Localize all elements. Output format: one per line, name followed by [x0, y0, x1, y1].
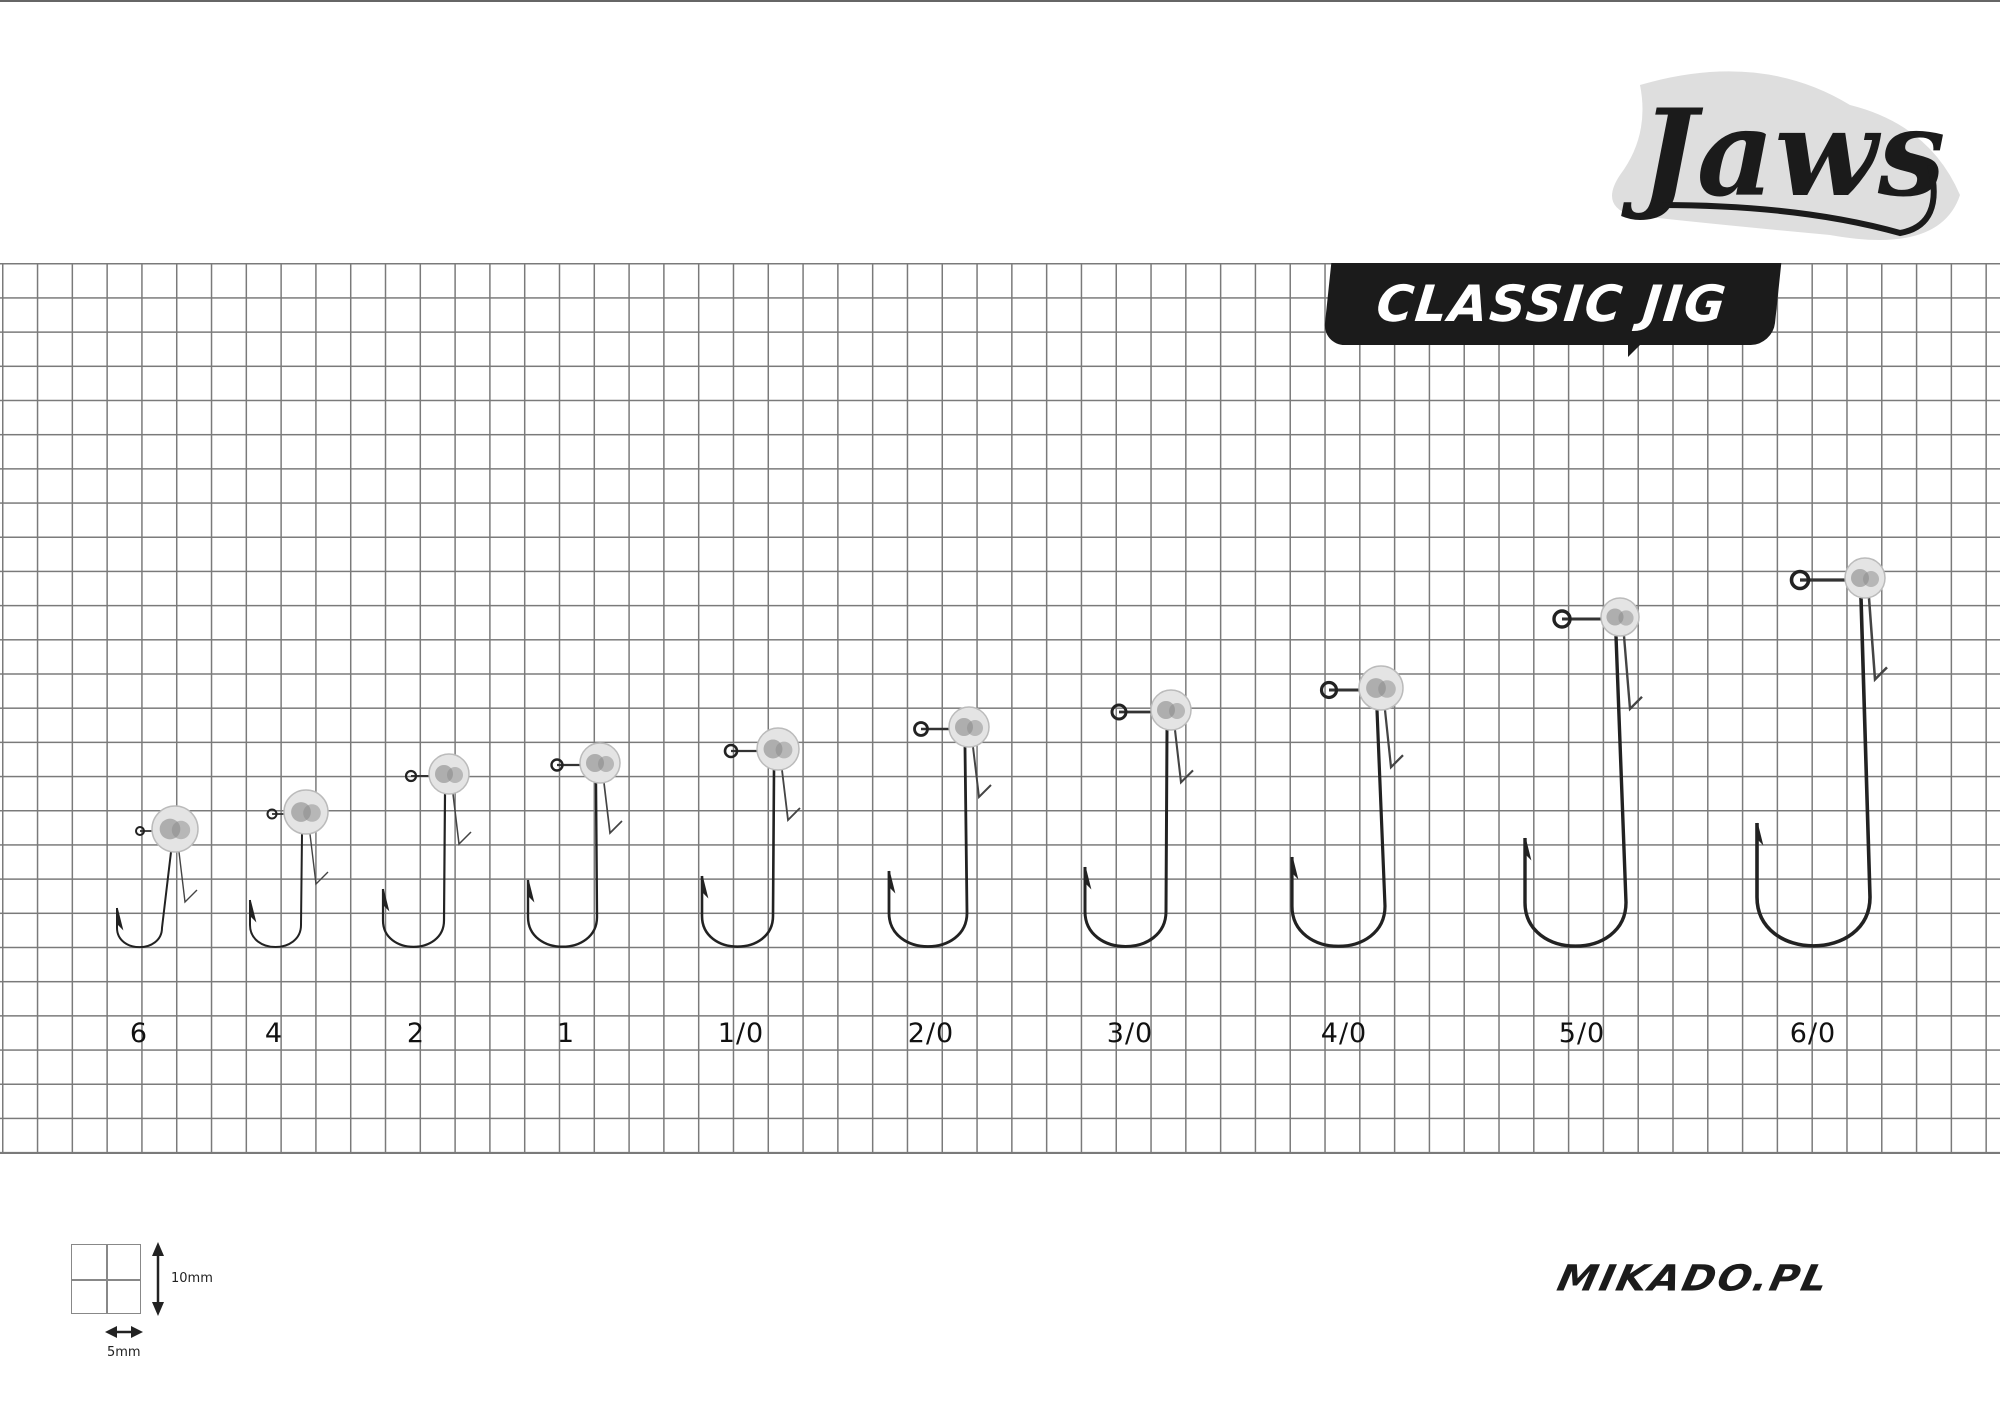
hook-eye [723, 743, 739, 759]
bait-keeper [1173, 729, 1194, 785]
scale-vertical-label: 10mm [171, 1271, 213, 1286]
hook-barb [249, 899, 257, 923]
hook-eye [1319, 680, 1339, 700]
horizontal-arrow-icon [105, 1326, 143, 1338]
jig-head-marking [303, 804, 321, 822]
hook-body [381, 793, 447, 948]
hook-body [1290, 709, 1387, 948]
hook-barb [116, 907, 124, 931]
hook-body [887, 746, 969, 948]
bait-keeper [1867, 597, 1888, 683]
hook-body [116, 851, 172, 949]
hook-barb [1524, 837, 1532, 861]
size-label: 1 [556, 1018, 576, 1049]
size-label: 6 [129, 1018, 149, 1049]
bait-keeper [1383, 709, 1404, 770]
jig-head-marking [1169, 703, 1185, 719]
bait-keeper [1622, 635, 1643, 712]
jig-head-marking [967, 720, 983, 736]
hook-eye [266, 808, 278, 820]
jig-head-marking [171, 820, 191, 840]
jig-head-marking [1618, 610, 1634, 626]
bait-keeper [452, 793, 472, 846]
hook-barb [382, 888, 390, 912]
hook-body [700, 769, 776, 948]
hook-eye [1789, 569, 1811, 591]
hook-body [249, 833, 303, 948]
size-label: 2 [406, 1018, 426, 1049]
hook-barb [1084, 866, 1092, 890]
hook-barb [1291, 856, 1299, 880]
scale-legend-square [71, 1244, 141, 1314]
bait-keeper [178, 851, 198, 904]
badge-tail [1628, 343, 1642, 357]
size-label: 1/0 [717, 1018, 765, 1049]
hook-body [1083, 729, 1169, 948]
bait-keeper [309, 833, 329, 886]
top-border [0, 0, 2000, 2]
measurement-grid [0, 263, 2000, 1154]
jig-head-marking [1863, 571, 1879, 587]
jig-head-marking [775, 741, 793, 759]
bait-keeper [603, 782, 623, 835]
scale-horizontal-label: 5mm [107, 1345, 141, 1360]
size-label: 6/0 [1789, 1018, 1837, 1049]
size-label: 4/0 [1320, 1018, 1368, 1049]
size-label: 4 [264, 1018, 284, 1049]
jig-head-marking [598, 756, 614, 772]
hook-body [1523, 635, 1628, 948]
jaws-logo: Jaws [1612, 71, 1960, 240]
svg-text:Jaws: Jaws [1621, 83, 1945, 224]
hook-barb [1756, 822, 1764, 846]
hook-eye [135, 826, 145, 836]
hook-eye [1552, 609, 1572, 629]
hook-eye [1110, 703, 1128, 721]
vertical-arrow-icon [152, 1242, 164, 1316]
hook-eye [404, 769, 418, 783]
hook-barb [888, 870, 896, 894]
bait-keeper [781, 769, 801, 822]
hook-eye [913, 721, 929, 737]
jig-head-marking [1378, 680, 1396, 698]
hook-eye [550, 758, 564, 772]
hook-barb [701, 875, 709, 899]
jig-head-marking [447, 767, 463, 783]
hook-body [526, 782, 599, 948]
size-label: 5/0 [1558, 1018, 1606, 1049]
hook-barb [527, 879, 535, 903]
bait-keeper [972, 746, 992, 800]
mikado-website-logo: MIKADO.PL [1553, 1258, 1834, 1300]
size-label: 2/0 [907, 1018, 955, 1049]
size-label: 3/0 [1106, 1018, 1154, 1049]
hook-body [1755, 597, 1872, 948]
